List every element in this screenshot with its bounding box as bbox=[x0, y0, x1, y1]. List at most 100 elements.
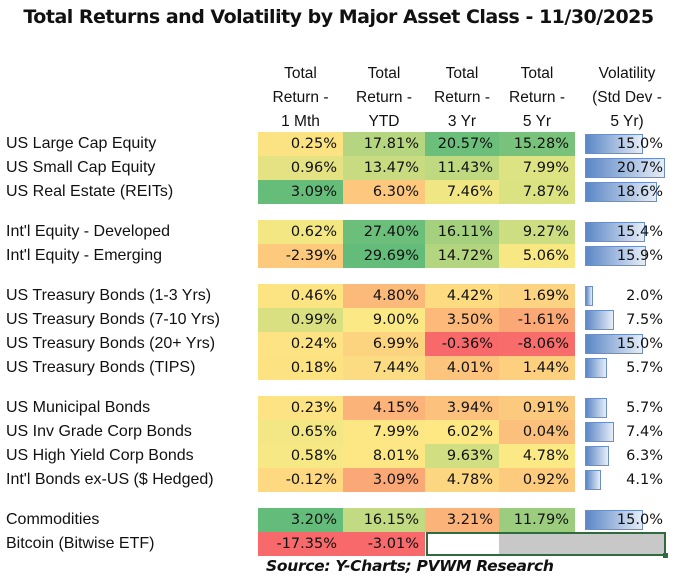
return-cell-y3: 7.46% bbox=[425, 180, 499, 204]
return-cell-y3: 16.11% bbox=[425, 220, 499, 244]
volatility-bar bbox=[585, 158, 665, 178]
return-cell-y3: -0.36% bbox=[425, 332, 499, 356]
return-cell-y3: 3.21% bbox=[425, 508, 499, 532]
return-cell-y5: 7.99% bbox=[499, 156, 575, 180]
asset-class-label: US High Yield Corp Bonds bbox=[6, 447, 194, 464]
return-cell-m1: 0.65% bbox=[258, 420, 343, 444]
asset-class-label: US Small Cap Equity bbox=[6, 159, 156, 176]
volatility-value: 7.5% bbox=[626, 312, 663, 328]
header-line: YTD bbox=[368, 113, 400, 130]
volatility-bar bbox=[585, 510, 643, 530]
volatility-value: 15.0% bbox=[616, 512, 663, 528]
return-cell-ytd: 4.80% bbox=[343, 284, 425, 308]
empty-grey-cell bbox=[499, 534, 664, 554]
header-line: Volatility bbox=[598, 65, 656, 82]
table-row: US High Yield Corp Bonds 0.58% 8.01% 9.63% 4… bbox=[0, 444, 677, 468]
table-row: US Small Cap Equity 0.96% 13.47% 11.43% 7.99… bbox=[0, 156, 677, 180]
volatility-bar bbox=[585, 286, 593, 306]
return-cell-m1: 0.18% bbox=[258, 356, 343, 380]
asset-class-label: US Treasury Bonds (7-10 Yrs) bbox=[6, 311, 221, 328]
table-row: US Large Cap Equity 0.25% 17.81% 20.57% 15.2… bbox=[0, 132, 677, 156]
volatility-bar bbox=[585, 134, 643, 154]
volatility-value: 15.9% bbox=[616, 248, 663, 264]
asset-class-label: Commodities bbox=[6, 511, 100, 528]
volatility-value: 15.0% bbox=[616, 336, 663, 352]
return-cell-m1: 0.23% bbox=[258, 396, 343, 420]
return-cell-y5: 4.78% bbox=[499, 444, 575, 468]
header-volatility: Volatility (Std Dev - 5 Yr) bbox=[583, 62, 671, 130]
table-row: Int'l Equity - Emerging -2.39% 29.69% 14.72… bbox=[0, 244, 677, 268]
volatility-bar bbox=[585, 310, 614, 330]
volatility-bar bbox=[585, 246, 646, 266]
asset-class-label: Int'l Bonds ex-US ($ Hedged) bbox=[6, 471, 214, 488]
return-cell-m1: -2.39% bbox=[258, 244, 343, 268]
return-cell-ytd: 6.99% bbox=[343, 332, 425, 356]
volatility-value: 15.4% bbox=[616, 224, 663, 240]
return-cell-ytd: 9.00% bbox=[343, 308, 425, 332]
table-row: Commodities 3.20% 16.15% 3.21% 11.79% 15.0% bbox=[0, 508, 677, 532]
volatility-bar bbox=[585, 222, 645, 242]
return-cell-ytd: 17.81% bbox=[343, 132, 425, 156]
volatility-value: 5.7% bbox=[626, 360, 663, 376]
return-cell-m1: 0.99% bbox=[258, 308, 343, 332]
volatility-cell: 4.1% bbox=[585, 470, 667, 490]
return-cell-ytd: 13.47% bbox=[343, 156, 425, 180]
return-cell-m1: 0.96% bbox=[258, 156, 343, 180]
return-cell-m1: 0.46% bbox=[258, 284, 343, 308]
header-5-year: Total Return - 5 Yr bbox=[499, 62, 575, 130]
cell-selection-box[interactable] bbox=[426, 532, 666, 556]
return-cell-y5: 15.28% bbox=[499, 132, 575, 156]
header-1-month: Total Return - 1 Mth bbox=[258, 62, 343, 130]
volatility-bar bbox=[585, 422, 614, 442]
volatility-value: 18.6% bbox=[616, 184, 663, 200]
table-row: US Municipal Bonds 0.23% 4.15% 3.94% 0.91% 5.… bbox=[0, 396, 677, 420]
header-line: Return - bbox=[356, 89, 412, 106]
asset-class-label: US Treasury Bonds (TIPS) bbox=[6, 359, 196, 376]
header-line: Total bbox=[284, 65, 317, 82]
volatility-cell: 6.3% bbox=[585, 446, 667, 466]
return-cell-y3: 6.02% bbox=[425, 420, 499, 444]
return-cell-y3: 3.50% bbox=[425, 308, 499, 332]
asset-class-label: Int'l Equity - Emerging bbox=[6, 247, 163, 264]
asset-class-label: US Treasury Bonds (20+ Yrs) bbox=[6, 335, 216, 352]
volatility-bar bbox=[585, 334, 643, 354]
return-cell-y3: 11.43% bbox=[425, 156, 499, 180]
table-row: US Treasury Bonds (20+ Yrs) 0.24% 6.99% -0.… bbox=[0, 332, 677, 356]
return-cell-ytd: 27.40% bbox=[343, 220, 425, 244]
table-row: US Inv Grade Corp Bonds 0.65% 7.99% 6.02% 0.… bbox=[0, 420, 677, 444]
header-ytd: Total Return - YTD bbox=[343, 62, 425, 130]
volatility-cell: 15.0% bbox=[585, 134, 667, 154]
volatility-value: 2.0% bbox=[626, 288, 663, 304]
header-line: (Std Dev - bbox=[592, 89, 662, 106]
return-cell-y3: 4.78% bbox=[425, 468, 499, 492]
return-cell-m1: 0.58% bbox=[258, 444, 343, 468]
asset-class-label: US Municipal Bonds bbox=[6, 399, 151, 416]
table-row: US Treasury Bonds (7-10 Yrs) 0.99% 9.00% 3.… bbox=[0, 308, 677, 332]
return-cell-ytd: -3.01% bbox=[343, 532, 425, 556]
return-cell-y5: 0.91% bbox=[499, 396, 575, 420]
return-cell-y3: 4.42% bbox=[425, 284, 499, 308]
return-cell-ytd: 29.69% bbox=[343, 244, 425, 268]
volatility-cell: 2.0% bbox=[585, 286, 667, 306]
return-cell-m1: -17.35% bbox=[258, 532, 343, 556]
fill-handle[interactable] bbox=[663, 553, 668, 558]
volatility-cell: 7.4% bbox=[585, 422, 667, 442]
return-cell-m1: 3.20% bbox=[258, 508, 343, 532]
volatility-bar bbox=[585, 358, 607, 378]
table-row: Bitcoin (Bitwise ETF) -17.35% -3.01% bbox=[0, 532, 677, 558]
return-cell-y5: 1.44% bbox=[499, 356, 575, 380]
volatility-cell: 5.7% bbox=[585, 358, 667, 378]
source-note: Source: Y-Charts; PVWM Research bbox=[266, 557, 554, 575]
return-cell-y3: 9.63% bbox=[425, 444, 499, 468]
return-cell-y5: 1.69% bbox=[499, 284, 575, 308]
asset-class-label: US Real Estate (REITs) bbox=[6, 183, 174, 200]
header-line: Total bbox=[445, 65, 479, 82]
volatility-value: 5.7% bbox=[626, 400, 663, 416]
volatility-value: 20.7% bbox=[616, 160, 663, 176]
return-cell-y5: -1.61% bbox=[499, 308, 575, 332]
return-cell-y3: 4.01% bbox=[425, 356, 499, 380]
return-cell-y5: 5.06% bbox=[499, 244, 575, 268]
header-line: Total bbox=[367, 65, 401, 82]
asset-class-label: Int'l Equity - Developed bbox=[6, 223, 171, 240]
return-cell-ytd: 7.99% bbox=[343, 420, 425, 444]
